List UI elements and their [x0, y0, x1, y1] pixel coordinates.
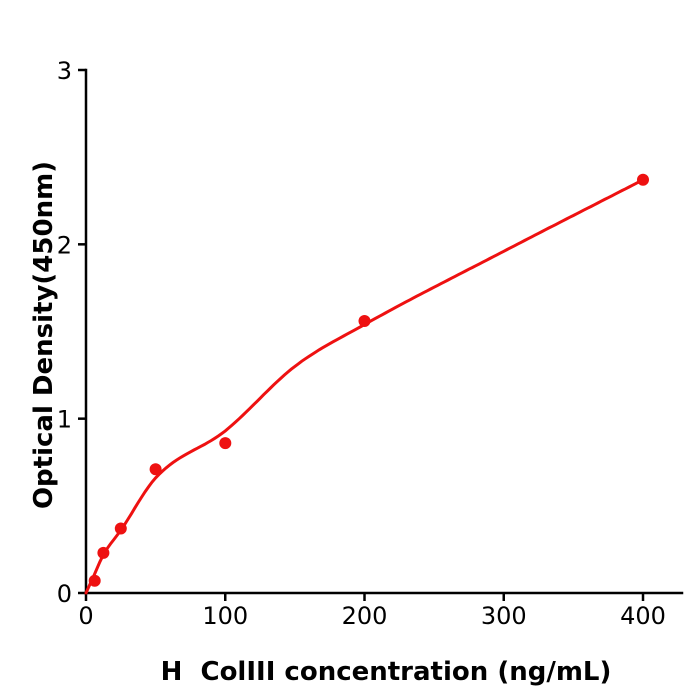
y-tick-label: 2 [57, 231, 72, 259]
x-tick-label: 200 [342, 602, 388, 630]
y-tick-label: 3 [57, 57, 72, 85]
x-tick-label: 300 [481, 602, 527, 630]
data-point-marker [358, 315, 371, 327]
data-point-marker [114, 522, 127, 535]
data-point-marker [637, 173, 649, 186]
x-tick-label: 400 [620, 602, 666, 630]
y-axis-title: Optical Density(450nm) [29, 161, 59, 509]
y-tick-label: 1 [57, 406, 72, 434]
plot-area: 0 100 200 300 400 0 1 2 3 [57, 57, 684, 630]
x-axis-title: H ColIII concentration (ng/mL) [161, 657, 612, 687]
x-tick-label: 0 [78, 602, 93, 630]
data-point-marker [88, 574, 101, 587]
data-point-marker [219, 437, 232, 450]
x-tick-label: 100 [202, 602, 248, 630]
data-point-marker [149, 463, 162, 476]
data-point-marker [97, 546, 110, 559]
fit-curve-line [84, 178, 645, 595]
y-tick-label: 0 [57, 580, 72, 608]
